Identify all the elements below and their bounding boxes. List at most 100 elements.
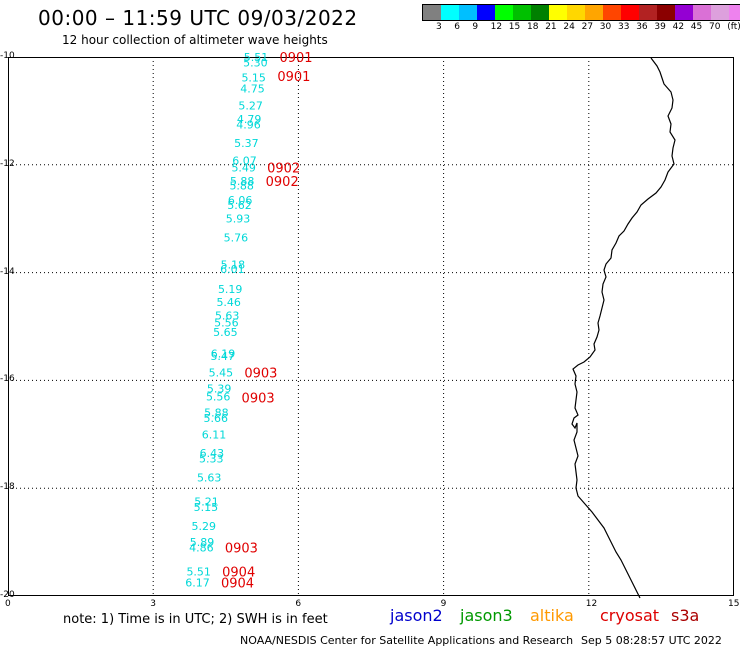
x-tick-label: 0	[5, 599, 11, 609]
legend-label: 24	[563, 22, 575, 32]
wave-height-label: 5.51	[244, 51, 269, 64]
legend-swatch	[657, 5, 675, 20]
pass-label: 0904	[221, 577, 254, 592]
wave-height-label: 5.15	[241, 72, 266, 85]
wave-height-label: 5.93	[226, 213, 251, 226]
wave-height-label: 5.18	[221, 259, 246, 272]
wave-height-label: 5.56	[206, 391, 231, 404]
y-tick-label: -14	[0, 266, 15, 277]
wave-height-label: 5.89	[190, 536, 215, 549]
satellite-label: cryosat	[600, 606, 660, 625]
legend-label: 9	[472, 22, 479, 32]
wave-height-label: 5.39	[207, 383, 232, 396]
legend-swatch	[513, 5, 531, 20]
wave-height-label: 5.49	[231, 162, 256, 175]
timestamp-text: Sep 5 08:28:57 UTC 2022	[581, 634, 722, 647]
satellite-label: jason3	[460, 606, 513, 625]
legend-swatch	[495, 5, 513, 20]
map-plot-area[interactable]	[8, 57, 734, 596]
legend-swatch	[567, 5, 585, 20]
wave-height-label: 5.47	[210, 350, 235, 363]
legend-swatch	[675, 5, 693, 20]
legend-swatch	[441, 5, 459, 20]
legend-swatch	[477, 5, 495, 20]
wave-height-label: 5.63	[215, 310, 240, 323]
pass-label: 0903	[242, 392, 275, 407]
x-tick-label: 3	[150, 599, 156, 609]
coastline	[571, 57, 676, 599]
wave-height-label: 5.56	[214, 317, 239, 330]
wave-height-label: 5.62	[227, 199, 252, 212]
legend-swatch	[549, 5, 567, 20]
satellite-label: s3a	[671, 606, 700, 625]
wave-height-label: 6.11	[202, 428, 227, 441]
legend-swatch	[693, 5, 711, 20]
wave-height-label: 5.88	[204, 407, 229, 420]
wave-height-label: 5.15	[194, 501, 219, 514]
legend-swatch	[459, 5, 477, 20]
pass-label: 0902	[266, 175, 299, 190]
legend-swatch	[531, 5, 549, 20]
wave-height-label: 4.75	[240, 82, 265, 95]
wave-height-label: 6.01	[220, 263, 245, 276]
legend-label: 70	[709, 22, 721, 32]
legend-label: 36	[636, 22, 648, 32]
pass-label: 0901	[277, 70, 310, 85]
legend-label: 42	[672, 22, 685, 32]
wave-height-label: 5.37	[234, 137, 259, 150]
legend-label: 21	[545, 22, 557, 32]
legend-swatch	[585, 5, 603, 20]
x-tick-label: 9	[440, 599, 447, 609]
wave-height-label: 5.19	[218, 283, 243, 296]
lat-lon-grid	[8, 57, 734, 596]
legend-label: 15	[508, 22, 521, 32]
legend-swatch	[621, 5, 639, 20]
map-subtitle: 12 hour collection of altimeter wave hei…	[62, 33, 328, 47]
legend-label: 33	[618, 22, 630, 32]
wave-height-label: 5.88	[230, 175, 255, 188]
wave-height-label: 5.27	[238, 100, 263, 113]
wave-height-label: 5.29	[192, 520, 217, 533]
wave-height-label: 5.45	[209, 366, 234, 379]
pass-label: 0903	[225, 542, 258, 557]
legend-label: (ft)	[727, 22, 740, 32]
wave-height-label: 5.33	[199, 453, 224, 466]
legend-label: 6	[454, 22, 460, 32]
wave-height-label: 6.17	[185, 577, 210, 590]
wave-height-values: 5.515.305.154.755.274.794.965.376.075.49…	[185, 51, 268, 590]
wave-height-label: 5.76	[224, 232, 249, 245]
wave-height-label: 5.88	[229, 179, 254, 192]
y-tick-label: -12	[0, 158, 15, 169]
pass-label: 0903	[244, 366, 277, 381]
legend-label: 3	[436, 22, 442, 32]
wave-height-label: 5.21	[194, 496, 219, 509]
wave-height-label: 5.66	[204, 412, 229, 425]
pass-label: 0902	[267, 162, 300, 177]
wave-height-color-legend	[422, 4, 740, 21]
wave-height-label: 5.51	[186, 566, 211, 579]
wave-height-label: 6.43	[200, 447, 225, 460]
wave-height-label: 5.30	[243, 56, 268, 69]
legend-label: 18	[527, 22, 539, 32]
note-text: note: 1) Time is in UTC; 2) SWH is in fe…	[63, 612, 328, 627]
legend-swatch	[603, 5, 621, 20]
pass-label: 0904	[222, 566, 255, 581]
legend-label: 27	[581, 22, 594, 32]
y-tick-label: -16	[0, 374, 15, 385]
legend-label: 45	[690, 22, 703, 32]
wave-height-label: 6.06	[228, 194, 253, 207]
satellite-label: altika	[530, 606, 574, 625]
legend-swatch	[423, 5, 441, 20]
legend-swatch	[729, 5, 740, 20]
y-tick-label: -20	[0, 590, 15, 600]
wave-height-label: 4.86	[189, 542, 214, 555]
legend-swatch	[711, 5, 729, 20]
pass-label: 0901	[279, 51, 312, 66]
x-tick-label: 12	[585, 599, 598, 609]
wave-height-label: 4.96	[236, 118, 261, 131]
wave-height-label: 6.19	[211, 348, 236, 361]
wave-height-label: 5.46	[216, 296, 241, 309]
x-tick-label: 6	[295, 599, 302, 609]
